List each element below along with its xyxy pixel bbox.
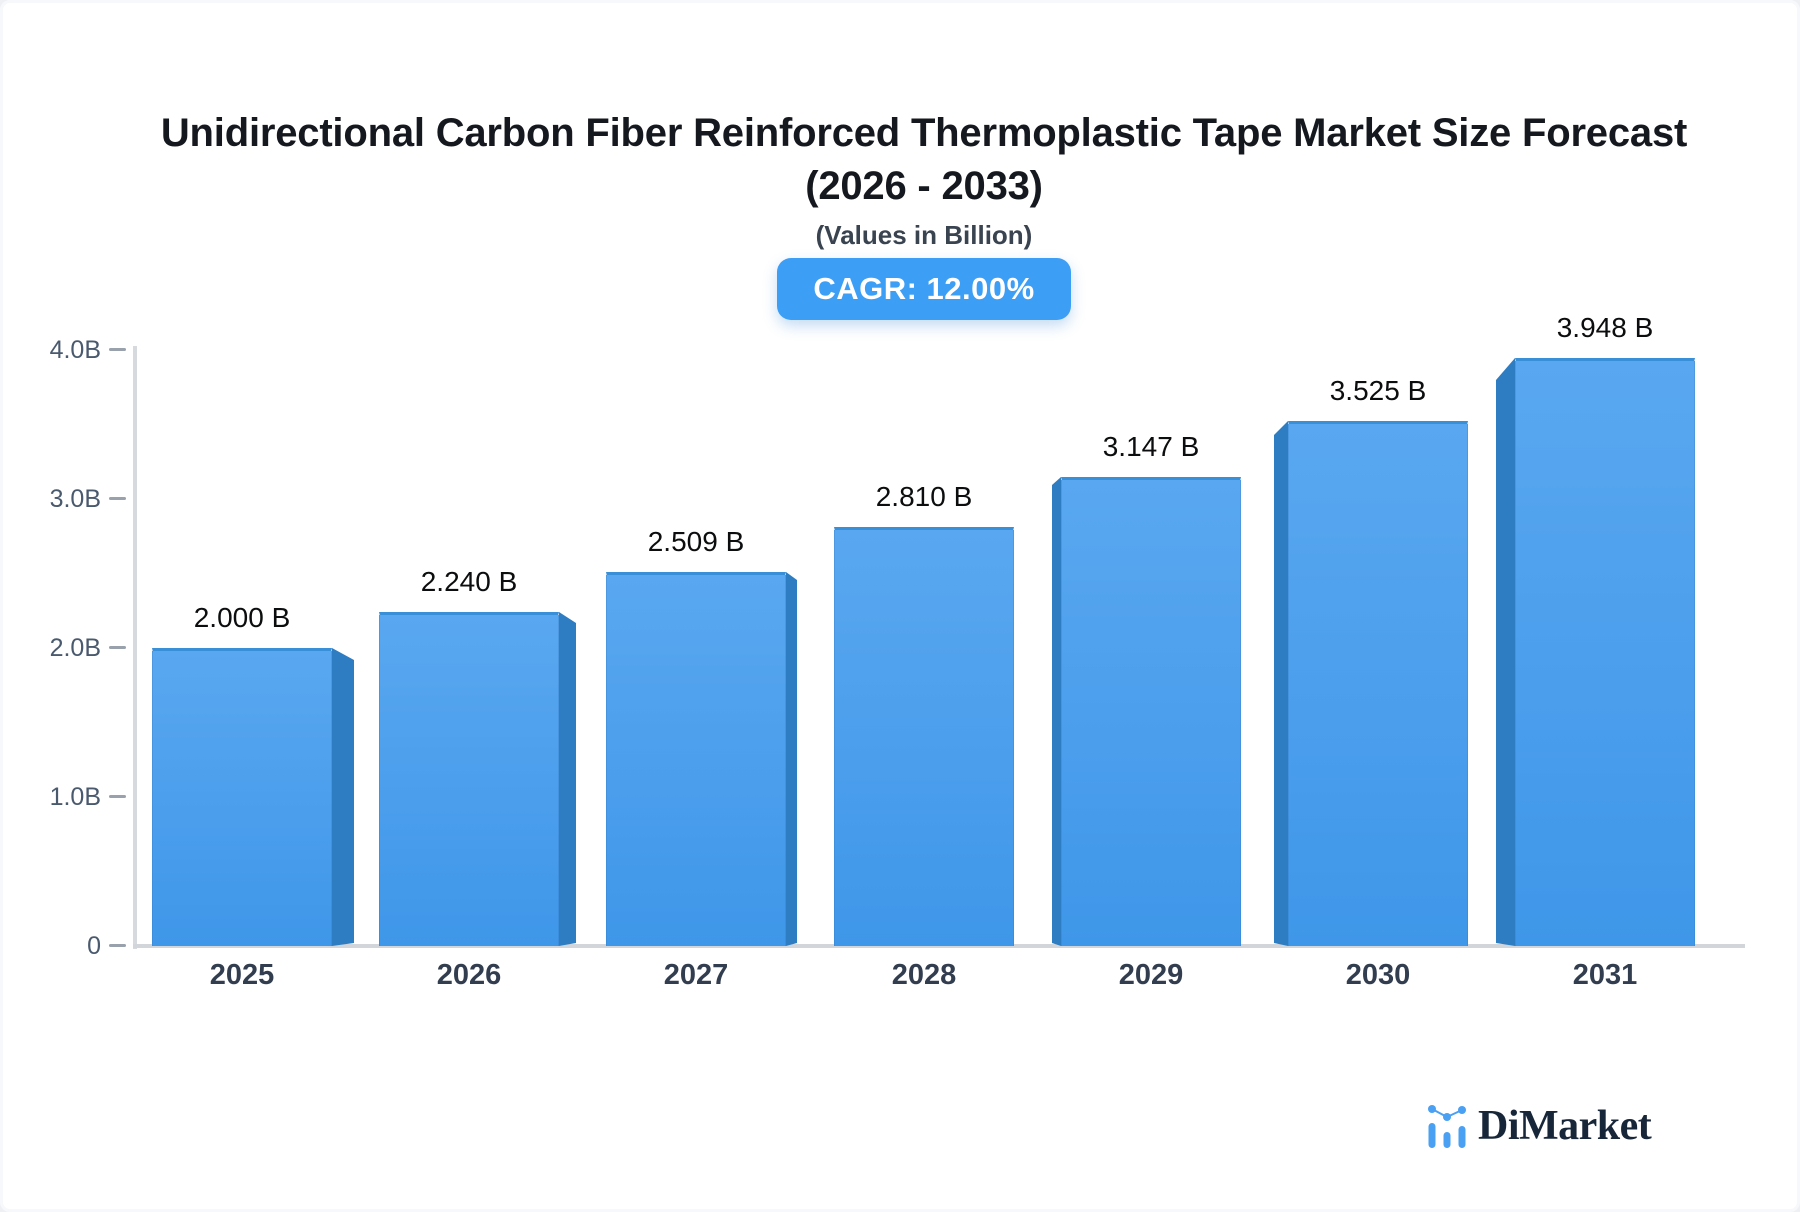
bar-side xyxy=(1052,477,1061,946)
chart-title: Unidirectional Carbon Fiber Reinforced T… xyxy=(51,107,1797,213)
y-tick-label: 2.0B xyxy=(49,634,101,662)
y-tick-mark xyxy=(109,497,126,500)
chart-title-line2: (2026 - 2033) xyxy=(805,163,1043,208)
x-axis-label: 2031 xyxy=(1572,959,1638,991)
bar-value-label: 3.525 B xyxy=(1329,375,1427,406)
bar-face-2029 xyxy=(1061,477,1241,946)
y-tick-mark xyxy=(109,646,126,649)
bar-value-label: 2.810 B xyxy=(875,481,973,512)
bar-face-2028 xyxy=(834,527,1014,946)
bar-value-label: 2.000 B xyxy=(193,602,291,633)
x-axis-label: 2025 xyxy=(209,959,275,991)
x-axis-label: 2028 xyxy=(891,959,957,991)
x-axis-label: 2029 xyxy=(1118,959,1184,991)
x-axis-line xyxy=(133,944,1745,948)
x-axis-label: 2030 xyxy=(1345,959,1411,991)
x-axis-label: 2027 xyxy=(663,959,729,991)
bar-side xyxy=(559,612,576,946)
cagr-badge: CAGR: 12.00% xyxy=(777,257,1071,320)
bar-value-label: 2.240 B xyxy=(420,566,518,597)
dimarket-logo-text: DiMarket xyxy=(1478,1103,1652,1149)
bar-value-label: 3.147 B xyxy=(1102,431,1200,462)
y-tick-label: 3.0B xyxy=(49,485,101,513)
bar-face-2027 xyxy=(606,572,786,946)
y-tick-mark xyxy=(109,348,126,351)
y-tick-label: 0 xyxy=(87,932,101,960)
bar-side xyxy=(786,572,797,946)
y-tick-mark xyxy=(109,795,126,798)
bar-value-label: 3.948 B xyxy=(1556,312,1654,343)
y-tick-mark xyxy=(109,944,126,947)
chart-units-subtitle: (Values in Billion) xyxy=(815,219,1033,250)
bar-face-2026 xyxy=(379,612,559,946)
y-axis-line xyxy=(133,346,137,949)
bar-face-2030 xyxy=(1288,421,1468,946)
bar-face-2031 xyxy=(1515,358,1695,946)
bar-chart: 0 1.0B 2.0B 3.0B 4.0B 2.000 B 2025 2.240 B 2026 2… xyxy=(3,3,1797,1209)
bar-side xyxy=(1496,358,1515,946)
y-tick-label: 1.0B xyxy=(49,783,101,811)
bar-side xyxy=(332,648,354,946)
bar-side xyxy=(1274,421,1288,946)
dimarket-logo-icon xyxy=(1428,1105,1466,1148)
dimarket-logo: DiMarket xyxy=(1427,1103,1652,1149)
bar-face-2025 xyxy=(152,648,332,946)
bar-value-label: 2.509 B xyxy=(647,526,745,557)
x-axis-label: 2026 xyxy=(436,959,502,991)
y-tick-label: 4.0B xyxy=(49,336,101,364)
chart-title-line1: Unidirectional Carbon Fiber Reinforced T… xyxy=(160,111,1688,155)
chart-header: Unidirectional Carbon Fiber Reinforced T… xyxy=(51,107,1797,320)
